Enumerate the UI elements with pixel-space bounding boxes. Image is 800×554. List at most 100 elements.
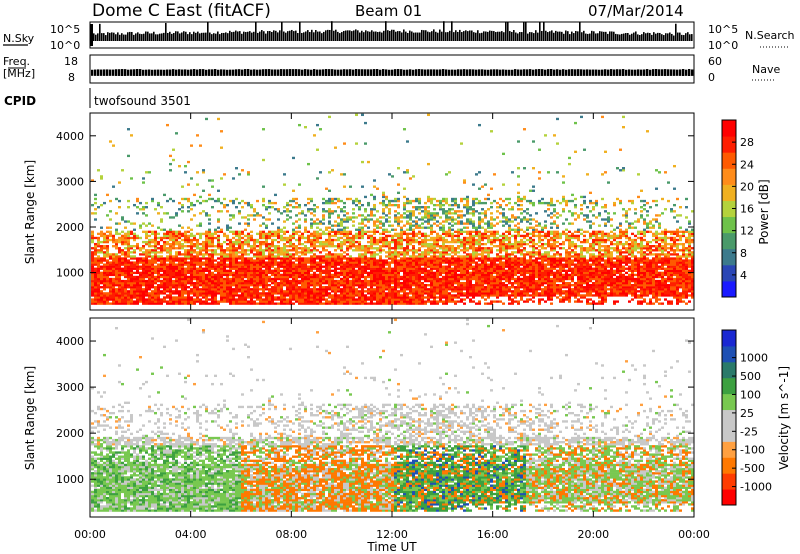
freq-trace-bar [112,69,115,76]
power-cell [241,267,244,270]
power-cell [328,238,331,242]
power-cell [145,290,148,293]
power-cell [379,216,382,219]
power-cell [175,242,178,246]
power-cell [157,259,160,262]
power-cell [247,218,250,221]
freq-trace-bar [409,69,412,76]
power-cell [424,290,427,293]
power-cell [121,284,124,287]
power-cell [418,284,421,287]
noise-trace-bar [233,31,235,41]
power-cell [394,249,397,252]
power-cell [169,267,172,270]
power-cell [328,242,331,246]
power-cell [352,290,355,293]
power-cell [106,255,109,258]
power-cell [127,247,130,250]
freq-trace-bar [664,69,667,76]
power-cell [319,294,322,297]
power-cell [145,234,148,238]
power-cell [388,296,391,299]
power-cell [277,208,280,211]
power-cell [457,269,460,272]
power-cell [292,247,295,250]
power-cell [451,284,454,287]
power-cell [397,277,400,281]
power-cell [262,288,265,291]
power-cell [448,279,451,283]
power-cell [364,208,367,211]
beam-title: Beam 01 [355,2,422,20]
power-cell [130,230,133,234]
noise-trace-bar [175,31,177,41]
power-cell [133,277,136,281]
power-cell [442,249,445,252]
power-cell [130,296,133,299]
power-cell [445,290,448,293]
power-cell [250,261,253,264]
power-cell [97,296,100,299]
power-cell [250,214,253,217]
power-cell [421,234,424,238]
power-cell [343,206,346,209]
power-cell [286,263,289,266]
power-cell [133,290,136,293]
power-cell [121,249,124,252]
power-cell [445,284,448,287]
power-cell [268,263,271,266]
power-cell [328,275,331,279]
noise-trace-bar [551,30,553,41]
power-cell [115,247,118,250]
power-cell [436,296,439,299]
power-cell [142,251,145,254]
power-cell [250,245,253,248]
power-cell [358,214,361,217]
power-cell [382,269,385,272]
power-cell [97,206,100,209]
power-cell [124,220,127,223]
power-cell [214,199,217,203]
power-cell [457,255,460,258]
power-cell [109,277,112,281]
power-cell [361,294,364,297]
power-cell [406,234,409,238]
power-cell [250,230,253,234]
power-cell [115,261,118,264]
power-cell [310,222,313,225]
power-cell [346,298,349,301]
power-cell [190,257,193,260]
power-cell [256,212,259,215]
noise-trace-bar [161,33,163,41]
power-cell [289,257,292,260]
noise-trace-bar [325,30,327,41]
power-cell [247,279,250,283]
power-cell [205,199,208,203]
power-cell [181,279,184,283]
power-cell [184,288,187,291]
power-cell [100,292,103,295]
power-cell [241,261,244,264]
power-cell [136,292,139,295]
power-cell [325,275,328,279]
power-cell [190,253,193,256]
power-cell [124,281,127,285]
power-cell [184,279,187,283]
power-cell [136,259,139,262]
power-cell [253,265,256,268]
power-cell [271,251,274,254]
power-cell [256,281,259,285]
power-cell [226,290,229,293]
power-cell [307,267,310,270]
power-cell [178,269,181,272]
power-cell [439,257,442,260]
power-cell [226,286,229,289]
noise-trace-bar [369,31,371,41]
power-cell [208,197,211,201]
power-cell [382,199,385,203]
power-cell [106,265,109,268]
power-cell [229,230,232,234]
power-cell [157,240,160,244]
power-cell [244,240,247,244]
power-cell [211,286,214,289]
